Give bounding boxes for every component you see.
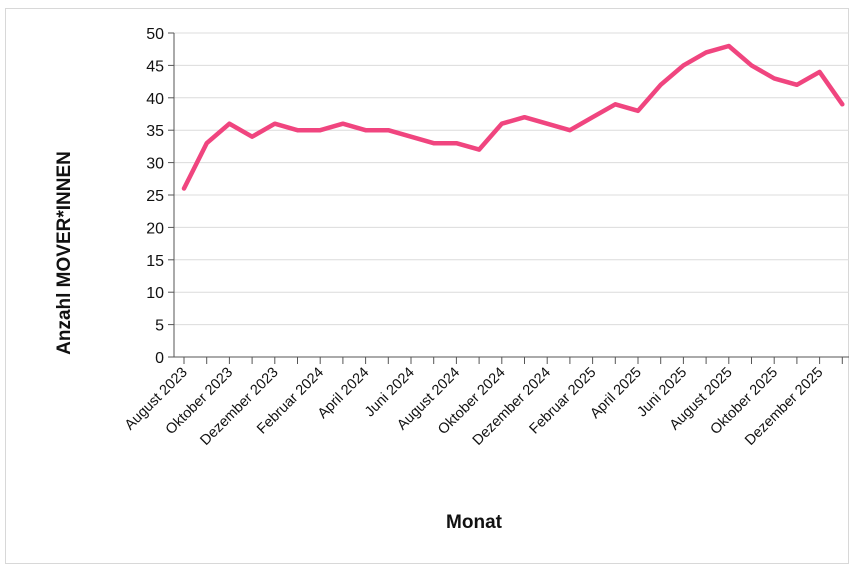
y-tick-label: 40 — [146, 91, 164, 108]
y-tick-label: 25 — [146, 188, 164, 205]
x-tick-label: Dezember 2023 — [197, 365, 281, 449]
y-tick-label: 10 — [146, 285, 164, 302]
y-tick-label: 30 — [146, 156, 164, 173]
series-lines — [181, 43, 845, 191]
y-tick-label: 35 — [146, 123, 164, 140]
y-axis-ticks: 0 5 10 15 20 25 30 35 40 45 50 — [146, 26, 174, 367]
y-tick-label: 15 — [146, 253, 164, 270]
y-tick-label: 5 — [155, 318, 164, 335]
series-line-0 — [181, 43, 845, 191]
y-tick-label: 20 — [146, 220, 164, 237]
y-axis-title: Anzahl MOVER*INNEN — [54, 151, 75, 355]
y-tick-label: 0 — [155, 350, 164, 367]
y-tick-label: 45 — [146, 58, 164, 75]
chart-frame — [5, 8, 849, 564]
x-axis-title: Monat — [446, 512, 503, 533]
gridlines — [174, 32, 849, 326]
x-tick-label: Dezember 2024 — [470, 365, 554, 449]
y-tick-label: 50 — [146, 26, 164, 43]
x-tick-label: Dezember 2025 — [742, 365, 826, 449]
